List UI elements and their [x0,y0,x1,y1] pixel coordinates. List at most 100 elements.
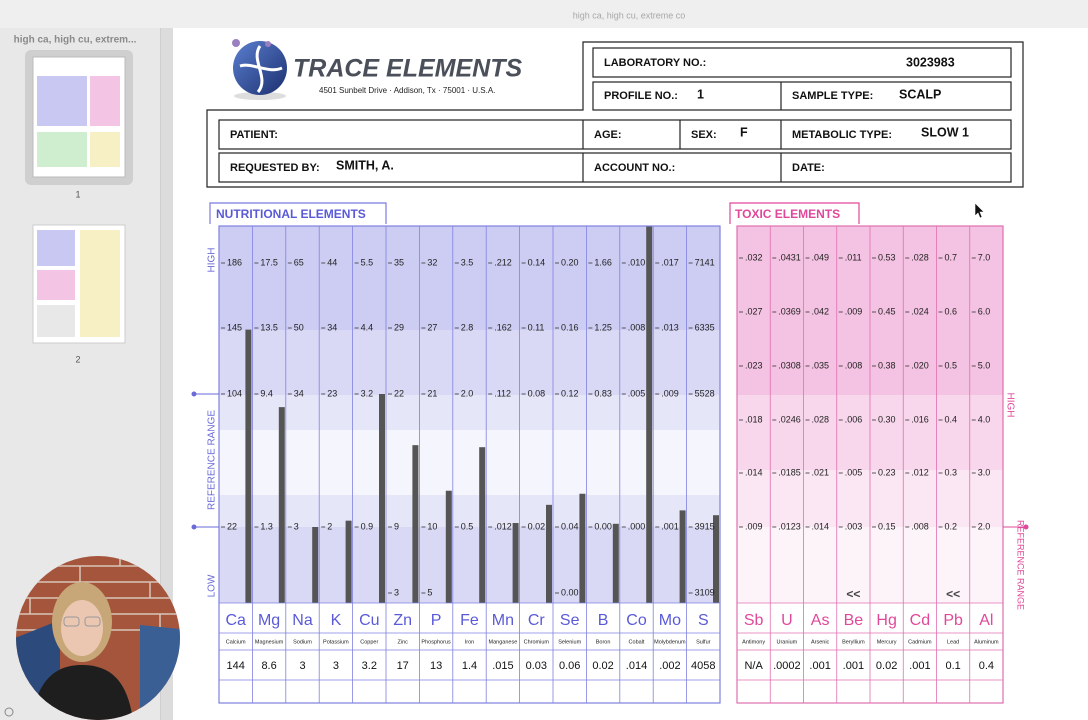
scale-label: 0.14 [528,257,546,267]
element-name: Manganese [489,639,518,645]
element-name: Sulfur [696,639,711,645]
flag: << [946,587,960,601]
reference-markers [191,391,219,530]
scale-label: .028 [911,252,929,262]
scale-label: 186 [227,257,242,267]
scale-label: 65 [294,257,304,267]
scale-label: .0246 [778,414,801,424]
axis-caption: HIGH [207,248,218,273]
section-tab [209,202,387,224]
scale-label: .032 [745,252,763,262]
field-value: F [740,125,748,139]
element-name: Zinc [398,639,409,645]
result: 3 [299,660,305,672]
element-symbol: Mn [492,612,514,629]
element-name: Potassium [323,639,349,645]
field-value: 3023983 [906,55,955,69]
thumbnail[interactable] [32,56,126,178]
bar [245,329,252,603]
result: .015 [492,660,513,672]
band [219,226,720,330]
element-symbol: P [431,612,442,629]
field-label: REQUESTED BY: [230,162,320,174]
scale-label: .0123 [778,521,801,531]
element-symbol: Be [844,612,864,629]
result: 144 [227,660,245,672]
bar [345,520,352,603]
scale-label: 0.11 [528,322,545,332]
scale-label: .0431 [778,252,801,262]
element-symbol: Fe [460,612,479,629]
element-name: Chromium [524,639,550,645]
result: .001 [809,660,830,672]
result: .001 [843,660,864,672]
element-name: Phosphorus [421,639,451,645]
scale-label: 0.20 [561,257,579,267]
scale-label: 0.08 [528,388,546,398]
logo [232,39,287,100]
element-symbol: B [598,612,609,629]
bar [412,445,419,603]
scale-label: 10 [427,521,437,531]
scale-label: .008 [845,360,863,370]
scale-label: 5528 [695,388,715,398]
element-symbol: Se [560,612,580,629]
scale-label: .212 [494,257,512,267]
scale-label: 0.16 [561,322,579,332]
scale-label: .005 [845,467,863,477]
field-label: PROFILE NO.: [604,90,678,102]
bar [646,226,653,603]
result: 3 [333,660,339,672]
result: 0.03 [526,660,547,672]
scale-label: .016 [911,414,929,424]
scale-label: 145 [227,322,242,332]
axis-caption: HIGH [1004,393,1015,418]
element-symbol: Mo [659,612,681,629]
scale-label: .012 [494,521,512,531]
scale-label: .049 [812,252,830,262]
scale-label: 0.00 [561,587,579,597]
result: 0.02 [592,660,613,672]
scale-label: .035 [812,360,830,370]
element-symbol: Mg [258,612,280,629]
field-label: PATIENT: [230,129,278,141]
scale-label: 0.53 [878,252,896,262]
scale-label: 7141 [695,257,715,267]
scale-label: .008 [911,521,929,531]
element-symbol: Ca [225,612,246,629]
scale-label: 104 [227,388,242,398]
scale-label: 22 [394,388,404,398]
scale-label: 3.5 [461,257,474,267]
element-name: Mercury [877,639,897,645]
field-value: SMITH, A. [336,158,394,172]
scale-label: 0.2 [945,521,958,531]
scale-label: 4.0 [978,414,991,424]
element-name: Uranium [776,639,797,645]
scale-label: .000 [628,521,646,531]
scale-label: .009 [845,306,863,316]
add-button[interactable] [4,707,14,717]
element-name: Cadmium [908,639,932,645]
scale-label: .009 [661,388,679,398]
bar [278,407,285,603]
element-name: Iron [465,639,474,645]
chart-frame [218,225,721,704]
element-name: Molybdenum [654,639,686,645]
scale-label: 0.02 [528,521,546,531]
result: 8.6 [261,660,276,672]
logo-text: TRACE ELEMENTS [293,55,523,83]
element-symbol: K [331,612,342,629]
section-title: NUTRITIONAL ELEMENTS [216,207,366,221]
scale-label: 17.5 [260,257,278,267]
element-name: Boron [596,639,611,645]
scale-label: 1.66 [594,257,612,267]
scale-label: .005 [628,388,646,398]
scale-label: 3.0 [978,467,991,477]
thumbnail[interactable] [32,224,126,344]
axis-caption: LOW [207,574,218,597]
form-frame [206,41,1024,188]
element-symbol: Na [292,612,313,629]
scale-label: .0308 [778,360,801,370]
scale-label: 23 [327,388,337,398]
